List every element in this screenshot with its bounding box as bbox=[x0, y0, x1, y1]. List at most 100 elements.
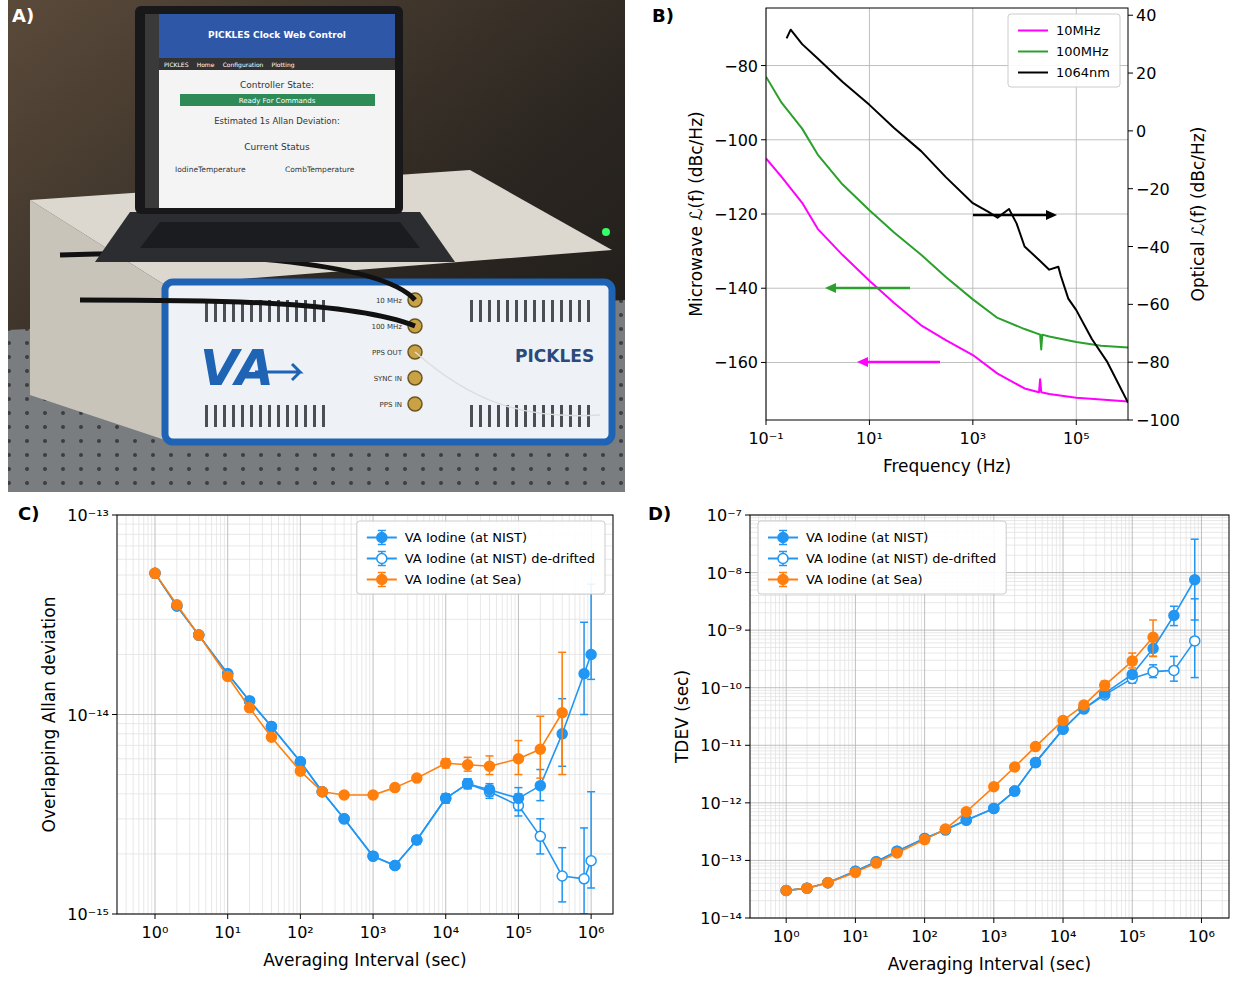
error-bar bbox=[1149, 665, 1157, 678]
legend-swatch bbox=[779, 551, 787, 553]
annotation-arrowhead bbox=[857, 357, 868, 367]
marker bbox=[412, 835, 422, 845]
vent bbox=[551, 300, 554, 322]
marker bbox=[802, 883, 812, 893]
marker bbox=[850, 867, 860, 877]
marker bbox=[1127, 656, 1137, 666]
marker bbox=[317, 787, 327, 797]
error-bar bbox=[587, 792, 595, 888]
tick bbox=[745, 918, 750, 919]
minor-grid-line bbox=[750, 768, 1229, 769]
tick bbox=[761, 362, 766, 363]
error-bar-cap bbox=[486, 798, 494, 800]
vent bbox=[232, 405, 235, 427]
vent bbox=[241, 405, 244, 427]
tick-label: 10⁻⁸ bbox=[707, 564, 742, 583]
marker bbox=[989, 782, 999, 792]
marker bbox=[1058, 715, 1068, 725]
vent bbox=[470, 300, 473, 322]
tick bbox=[300, 914, 301, 919]
vent bbox=[286, 405, 289, 427]
axis-title: Microwave ℒ(f) (dBc/Hz) bbox=[686, 111, 706, 316]
grid-line bbox=[766, 288, 1128, 289]
laptop-base bbox=[95, 212, 455, 262]
error-bar-cap bbox=[486, 795, 494, 797]
vent bbox=[313, 405, 316, 427]
marker bbox=[295, 766, 305, 776]
error-bar-cap bbox=[587, 887, 595, 889]
tick-label: 10⁻¹² bbox=[700, 794, 742, 813]
vent bbox=[259, 405, 262, 427]
tick-label: 10⁻¹³ bbox=[67, 506, 109, 525]
marker bbox=[940, 824, 950, 834]
grid-line bbox=[750, 630, 1229, 631]
marker bbox=[295, 757, 305, 767]
axis-title: Overlapping Allan deviation bbox=[39, 597, 59, 833]
marker bbox=[1030, 758, 1040, 768]
port-label: PPS OUT bbox=[372, 349, 403, 357]
legend: VA Iodine (at NIST)VA Iodine (at NIST) d… bbox=[758, 521, 1006, 594]
grid-line bbox=[1201, 515, 1202, 918]
minor-grid-line bbox=[750, 717, 1229, 718]
tick-label: −100 bbox=[714, 131, 758, 150]
error-bar bbox=[442, 759, 450, 768]
error-bar-cap bbox=[514, 774, 522, 776]
panel-label: A) bbox=[12, 5, 34, 26]
tick-label: −120 bbox=[714, 205, 758, 224]
screen-text: IodineTemperature bbox=[175, 165, 246, 174]
tick-label: 10⁴ bbox=[432, 923, 459, 942]
legend-label: VA Iodine (at NIST) bbox=[806, 530, 928, 545]
minor-grid-line bbox=[750, 863, 1229, 864]
minor-grid-line bbox=[750, 747, 1229, 748]
vent bbox=[542, 405, 545, 427]
minor-grid-line bbox=[750, 517, 1229, 518]
error-bar bbox=[486, 786, 494, 799]
marker bbox=[961, 807, 971, 817]
grid-line bbox=[117, 714, 613, 715]
chart: 10⁰10¹10²10³10⁴10⁵10⁶10⁻¹⁴10⁻¹³10⁻¹²10⁻¹… bbox=[672, 506, 1229, 974]
marker bbox=[368, 851, 378, 861]
port-label: 10 MHz bbox=[376, 297, 402, 305]
series-line bbox=[155, 573, 591, 865]
legend-swatch bbox=[1018, 30, 1048, 32]
led bbox=[602, 228, 610, 236]
grid-line bbox=[750, 860, 1229, 861]
error-bar bbox=[558, 652, 566, 774]
grid-line bbox=[766, 139, 1128, 140]
marker bbox=[1010, 762, 1020, 772]
tick bbox=[761, 288, 766, 289]
tick bbox=[1128, 15, 1133, 16]
tick bbox=[745, 515, 750, 516]
vent bbox=[506, 405, 509, 427]
tick bbox=[745, 802, 750, 803]
minor-grid-line bbox=[750, 602, 1229, 603]
tick-label: 10⁻¹⁴ bbox=[67, 706, 109, 725]
tick-label: 10⁻¹⁵ bbox=[67, 905, 109, 924]
marker bbox=[463, 760, 473, 770]
minor-grid-line bbox=[750, 900, 1229, 901]
legend-box bbox=[1008, 14, 1120, 87]
marker bbox=[390, 783, 400, 793]
error-bar bbox=[1170, 656, 1178, 681]
marker bbox=[339, 790, 349, 800]
chart: 10⁻¹10¹10³10⁵−160−140−120−100−80−100−80−… bbox=[686, 6, 1208, 476]
error-bar bbox=[442, 794, 450, 803]
tick bbox=[761, 214, 766, 215]
annotation-arrowhead bbox=[1046, 210, 1057, 220]
marker bbox=[1148, 667, 1158, 677]
screen-title: PICKLES Clock Web Control bbox=[208, 30, 346, 40]
minor-grid-line bbox=[117, 774, 613, 775]
annotation-arrowhead bbox=[825, 283, 836, 293]
minor-grid-line bbox=[117, 818, 613, 819]
marker bbox=[989, 803, 999, 813]
minor-grid-line bbox=[750, 727, 1229, 728]
legend-swatch bbox=[1018, 51, 1048, 53]
legend-label: VA Iodine (at NIST) de-drifted bbox=[405, 551, 595, 566]
error-bar-cap bbox=[1149, 619, 1157, 621]
marker bbox=[194, 630, 204, 640]
minor-grid-line bbox=[750, 758, 1229, 759]
tick bbox=[1128, 304, 1133, 305]
error-bar-cap bbox=[1170, 680, 1178, 682]
annotation-arrow bbox=[834, 287, 910, 290]
error-bar-cap bbox=[558, 774, 566, 776]
